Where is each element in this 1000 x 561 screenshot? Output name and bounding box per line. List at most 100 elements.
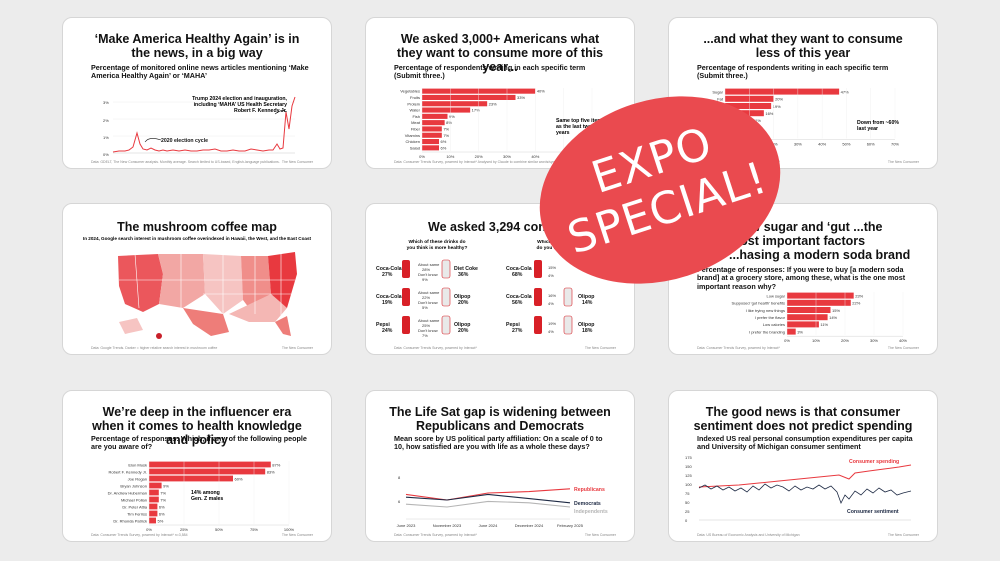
category-label: I prefer the flavor [755,315,786,320]
ytick: 2% [103,118,109,123]
us-choropleth-map [63,204,332,355]
dont-know-pct: 7% [422,333,428,338]
brand-right-pct: 14% [582,300,593,306]
dont-know-pct: 4% [548,329,554,334]
bar [787,293,854,299]
bar [149,476,233,482]
dont-know-label: Don't know [418,272,438,277]
spending-line [699,465,911,487]
bar [422,126,442,131]
sentiment-line [699,484,911,503]
x-tick: 10% [812,338,820,343]
can-icon [564,316,572,334]
value-label: 3% [797,329,803,334]
value-label: 7% [443,127,449,132]
category-label: Supposed ‘gut health’ benefits [732,301,785,306]
value-label: 83% [267,469,275,474]
category-label: Joe Rogan [128,476,147,481]
value-label: 11% [820,322,828,327]
bar [422,95,516,100]
ytick: 175 [685,455,692,460]
ytick: 0 [685,518,688,523]
category-label: Michael Pollan [121,497,147,502]
series-label: Democrats [574,501,601,507]
can-icon [442,260,450,278]
bar [149,497,159,503]
value-label: 6% [159,504,165,509]
category-label: Vitamins [405,133,420,138]
bar [149,511,157,517]
value-label: 15% [832,308,840,313]
dont-know-pct: 9% [422,277,428,282]
label-consumer-spending: Consumer spending [849,459,899,465]
ytick: 1% [103,135,109,140]
value-label: 20% [775,97,783,102]
value-label: 7% [443,133,449,138]
can-icon [442,316,450,334]
value-label: 14% [829,315,837,320]
bar [787,300,851,306]
bar [422,133,442,138]
x-tick: 20% [841,338,849,343]
y-tick: 6 [398,499,401,504]
can-icon [402,316,410,334]
bar-chart-influencer: Elon Musk 87% Robert F. Kennedy Jr. 83% Joe … [63,391,332,542]
map-alaska [119,318,143,334]
card-maha-news: ‘Make America Healthy Again’ is in the n… [62,17,332,169]
bar [149,469,265,475]
can-icon [534,288,542,306]
card-life-sat-gap: The Life Sat gap is widening between Rep… [365,390,635,542]
category-label: Vegetables [400,89,420,94]
ytick: 50 [685,500,690,505]
can-icon [402,260,410,278]
x-tick: 40% [531,154,539,159]
card-footer: Data: GDELT, The New Consumer analysis. … [91,160,313,164]
dont-know-label: Don't know [418,300,438,305]
ytick: 3% [103,100,109,105]
ytick: 25 [685,509,690,514]
card-footer: Data: Google Trends. Darker = higher rel… [91,346,313,350]
value-label: 9% [163,483,169,488]
x-tick: 30% [503,154,511,159]
dont-know-label: Don't know [418,328,438,333]
x-tick: 0% [146,527,152,532]
value-label: 87% [272,462,280,467]
annotation-gen-z: 14% among Gen. Z males [191,490,231,502]
category-label: Fruits [410,95,420,100]
bar [149,483,162,489]
bar [422,101,487,106]
bar [422,145,439,150]
map-hawaii [156,333,162,339]
category-label: Fiber [411,127,421,132]
can-icon [534,260,542,278]
dont-know-pct: 4% [548,301,554,306]
bar [787,314,828,320]
can-icon [564,288,572,306]
about-same-pct: 16% [548,293,556,298]
category-label: Salad [410,145,420,150]
bar [422,139,439,144]
x-tick: 100% [284,527,295,532]
x-tick: 40% [899,338,907,343]
category-label: Bryan Johnson [120,483,147,488]
life-sat-line-chart: 8 6 June 2023 November 2023 June 2024 Decembe… [366,391,635,542]
value-label: 7% [160,497,166,502]
x-tick: 25% [180,527,188,532]
x-tick: 30% [794,141,802,146]
brand-right-pct: 20% [458,328,469,334]
value-label: 6% [441,139,447,144]
card-mushroom-map: The mushroom coffee map In 2024, Google … [62,203,332,355]
about-same-pct: 19% [548,321,556,326]
category-label: Elon Musk [128,462,147,467]
bar [149,490,159,496]
x-tick: November 2023 [433,523,462,528]
category-label: Low sugar [767,293,786,298]
card-footer: Data: Consumer Trends Survey, powered by… [394,533,616,537]
bar [422,108,470,113]
category-label: I prefer the branding [749,329,785,334]
x-tick: 0% [784,338,790,343]
brand-right-pct: 36% [458,272,469,278]
maha-line-chart: 3% 2% 1% 0% 2020 election cycle [63,18,332,169]
card-footer: Data: US Bureau of Economic Analysis and… [697,533,919,537]
brand-left-pct: 56% [512,300,523,306]
